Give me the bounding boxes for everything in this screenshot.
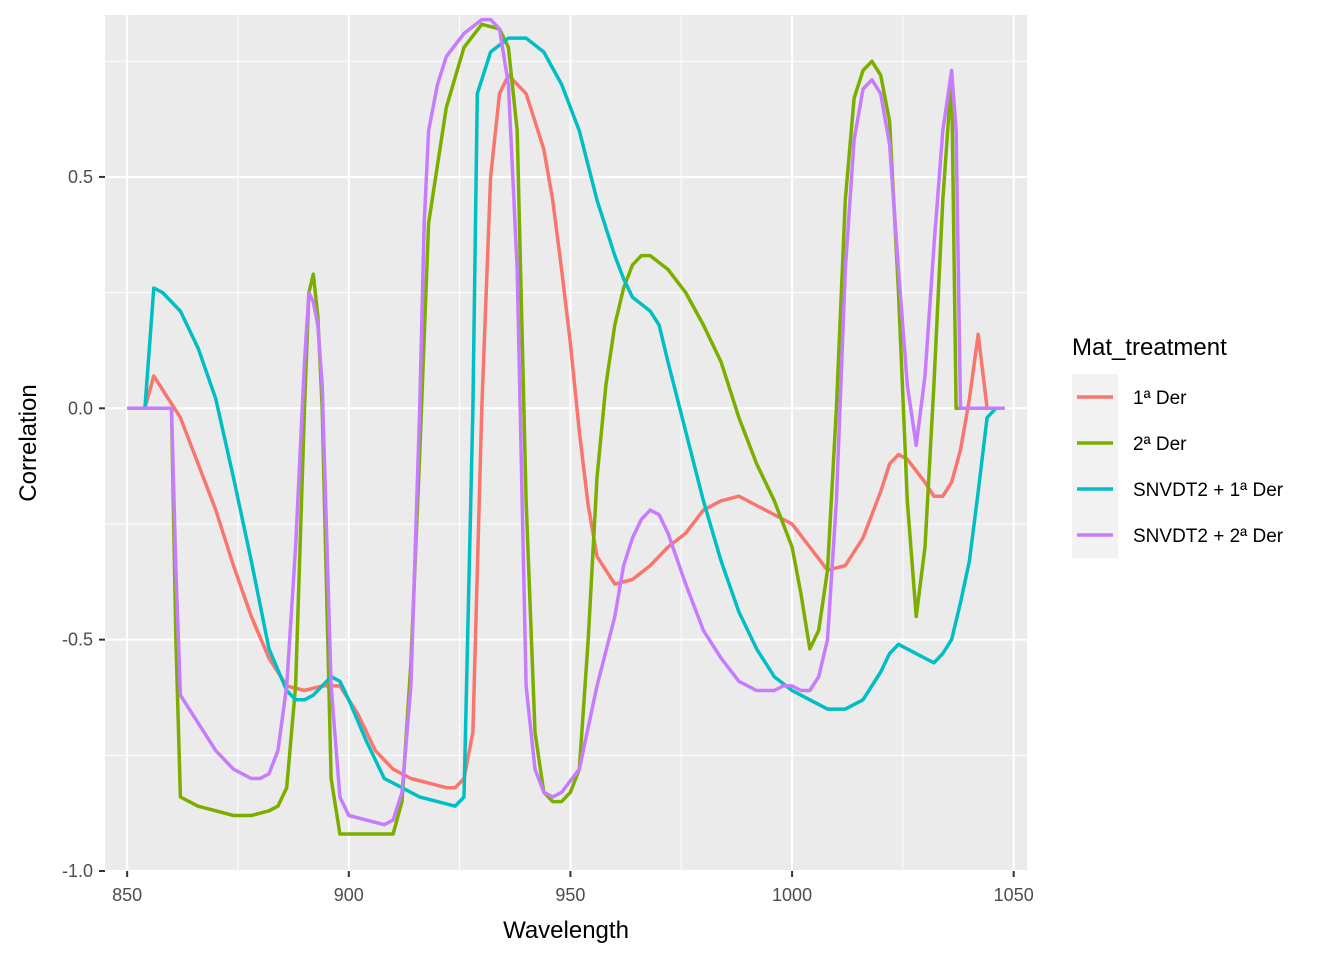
legend-entry-label: 2ª Der bbox=[1133, 434, 1187, 455]
x-tick-label: 900 bbox=[334, 885, 364, 905]
y-tick-label: -0.5 bbox=[62, 630, 93, 650]
legend-entry-label: SNVDT2 + 1ª Der bbox=[1133, 480, 1284, 501]
y-tick-label: -1.0 bbox=[62, 861, 93, 881]
x-axis-title: Wavelength bbox=[503, 917, 629, 944]
legend-items: 1ª Der 2ª Der SNVDT2 + 1ª Der SNVDT2 + 2ª D… bbox=[1072, 374, 1284, 558]
major-gridlines bbox=[105, 15, 1027, 872]
x-tick-label: 850 bbox=[112, 885, 142, 905]
y-tick-label: 0.0 bbox=[68, 398, 93, 418]
y-axis-title: Correlation bbox=[15, 384, 42, 501]
plot-panel-background bbox=[105, 15, 1027, 871]
series-lines bbox=[127, 17, 1005, 836]
series-line-3 bbox=[143, 36, 998, 808]
legend-title: Mat_treatment bbox=[1072, 334, 1227, 361]
y-axis: -1.0 -0.5 0.0 0.5 bbox=[62, 167, 105, 881]
legend: Mat_treatment 1ª Der 2ª Der SNVDT2 + 1ª De… bbox=[1072, 334, 1284, 558]
legend-entry-label: 1ª Der bbox=[1133, 388, 1187, 409]
x-axis: 850 900 950 1000 1050 bbox=[112, 871, 1034, 905]
x-tick-label: 1000 bbox=[772, 885, 812, 905]
x-tick-label: 950 bbox=[555, 885, 585, 905]
series-line-1 bbox=[143, 73, 989, 790]
series-line-2 bbox=[127, 22, 988, 836]
series-line-4 bbox=[127, 17, 1005, 827]
y-tick-label: 0.5 bbox=[68, 167, 93, 187]
legend-entry-label: SNVDT2 + 2ª Der bbox=[1133, 526, 1284, 547]
minor-gridlines bbox=[105, 15, 1027, 871]
x-tick-label: 1050 bbox=[994, 885, 1034, 905]
